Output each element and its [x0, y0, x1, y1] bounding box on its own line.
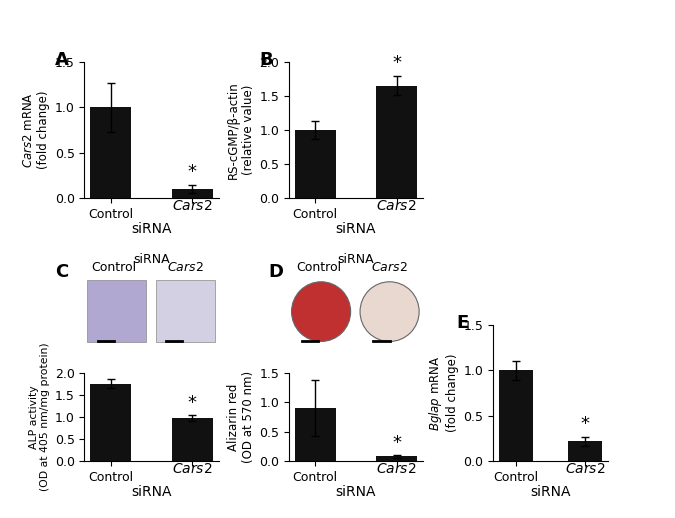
Bar: [377, 456, 417, 461]
Text: D: D: [269, 263, 284, 281]
Y-axis label: RS-cGMP/β-actin
(relative value): RS-cGMP/β-actin (relative value): [227, 81, 255, 179]
Text: $\it{Cars2}$: $\it{Cars2}$: [377, 462, 417, 476]
Text: $\it{Cars2}$: $\it{Cars2}$: [371, 261, 408, 274]
Y-axis label: $\it{Bglap}$ mRNA
(fold change): $\it{Bglap}$ mRNA (fold change): [427, 354, 460, 433]
X-axis label: siRNA: siRNA: [335, 222, 376, 236]
Text: B: B: [259, 51, 273, 69]
Text: Control: Control: [91, 261, 136, 274]
X-axis label: siRNA: siRNA: [530, 485, 570, 499]
Bar: [295, 130, 335, 198]
Bar: [90, 107, 131, 198]
Bar: [172, 189, 213, 198]
Y-axis label: $\it{Cars2}$ mRNA
(fold change): $\it{Cars2}$ mRNA (fold change): [22, 91, 51, 169]
Text: $\it{Cars2}$: $\it{Cars2}$: [172, 462, 213, 476]
Text: $\it{Cars2}$: $\it{Cars2}$: [565, 463, 605, 477]
Text: E: E: [457, 314, 469, 333]
Text: *: *: [392, 54, 401, 73]
Text: A: A: [55, 51, 69, 69]
Text: $\it{Cars2}$: $\it{Cars2}$: [172, 199, 213, 213]
Text: $\it{Cars2}$: $\it{Cars2}$: [167, 261, 203, 274]
X-axis label: siRNA: siRNA: [335, 485, 376, 499]
Bar: [172, 418, 213, 461]
Y-axis label: Alizarin red
(OD at 570 nm): Alizarin red (OD at 570 nm): [227, 371, 255, 463]
Text: $\it{Cars2}$: $\it{Cars2}$: [377, 199, 417, 213]
Text: siRNA: siRNA: [338, 252, 375, 266]
Bar: [377, 86, 417, 198]
Text: Control: Control: [296, 261, 341, 274]
Ellipse shape: [292, 282, 350, 341]
Ellipse shape: [360, 282, 419, 341]
Text: *: *: [580, 414, 589, 433]
Bar: [568, 441, 602, 461]
Text: *: *: [188, 163, 196, 181]
X-axis label: siRNA: siRNA: [131, 222, 171, 236]
X-axis label: siRNA: siRNA: [131, 485, 171, 499]
Text: *: *: [188, 394, 196, 412]
Y-axis label: ALP activity
(OD at 405 nm/mg protein): ALP activity (OD at 405 nm/mg protein): [29, 342, 51, 491]
Text: siRNA: siRNA: [133, 252, 170, 266]
Text: *: *: [392, 434, 401, 452]
Bar: [295, 408, 335, 461]
Text: C: C: [55, 263, 68, 281]
Bar: [499, 370, 533, 461]
Bar: [90, 384, 131, 461]
